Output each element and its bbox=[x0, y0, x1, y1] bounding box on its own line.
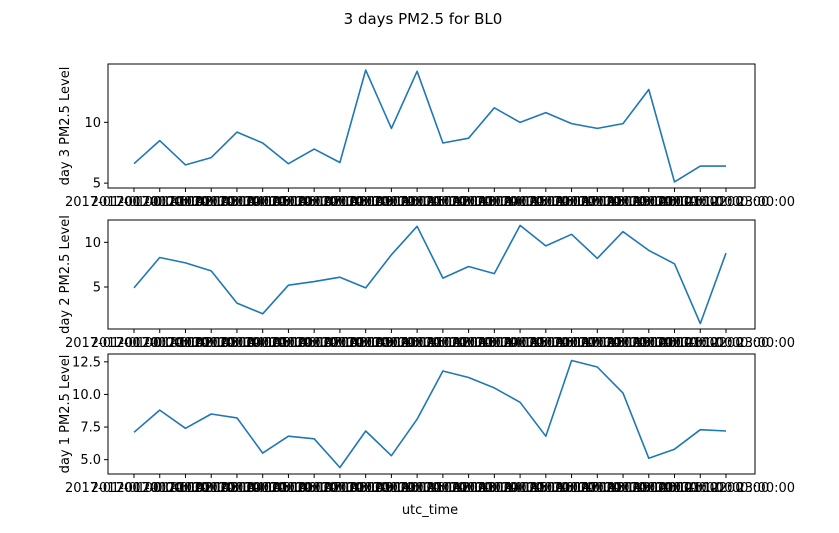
x-tick-label: 2017-01-00 18:00:00 bbox=[528, 481, 666, 496]
axes-frame bbox=[107, 219, 756, 330]
y-tick-label: 10.0 bbox=[72, 388, 101, 403]
x-tick-label: 2017-01-00 22:00:00 bbox=[631, 481, 769, 496]
x-tick-label: 2017-01-00 22:00:00 bbox=[631, 336, 769, 351]
figure-title: 3 days PM2.5 for BL0 bbox=[344, 10, 503, 28]
y-axis-label: day 3 PM2.5 Level bbox=[58, 67, 73, 186]
x-tick-label: 2017-01-00 16:00:00 bbox=[477, 481, 615, 496]
x-tick-label: 2017-01-00 13:00:00 bbox=[400, 336, 538, 351]
x-tick-label: 2017-01-00 23:00:00 bbox=[657, 481, 795, 496]
axes-frame bbox=[107, 63, 756, 189]
x-tick-label: 2017-01-00 21:00:00 bbox=[605, 481, 743, 496]
x-tick-label: 2017-01-00 13:00:00 bbox=[400, 195, 538, 210]
x-tick-label: 2017-01-00 18:00:00 bbox=[528, 195, 666, 210]
x-tick-label: 2017-01-00 15:00:00 bbox=[451, 336, 589, 351]
x-tick-label: 2017-01-00 16:00:00 bbox=[477, 336, 615, 351]
x-tick-label: 2017-01-00 13:00:00 bbox=[400, 481, 538, 496]
x-tick-label: 2017-01-00 23:00:00 bbox=[657, 195, 795, 210]
x-tick-label: 2017-01-00 09:00:00 bbox=[297, 481, 435, 496]
x-tick-label: 2017-01-00 19:00:00 bbox=[554, 481, 692, 496]
x-tick-label: 2017-01-00 03:00:00 bbox=[142, 195, 280, 210]
x-tick-label: 2017-01-00 07:00:00 bbox=[245, 195, 383, 210]
x-tick-label: 2017-01-00 19:00:00 bbox=[554, 336, 692, 351]
x-tick-label: 2017-01-00 20:00:00 bbox=[580, 336, 718, 351]
x-tick-label: 2017-01-00 17:00:00 bbox=[503, 336, 641, 351]
x-axis-label: utc_time bbox=[402, 503, 458, 518]
x-tick-label: 2017-01-00 06:00:00 bbox=[219, 481, 357, 496]
x-tick-label: 2017-01-00 05:00:00 bbox=[194, 195, 332, 210]
x-tick-label: 2017-01-00 01:00:00 bbox=[91, 336, 229, 351]
x-tick-label: 2017-01-00 21:00:00 bbox=[605, 336, 743, 351]
x-tick-label: 2017-01-00 09:00:00 bbox=[297, 195, 435, 210]
x-tick-label: 2017-01-00 15:00:00 bbox=[451, 195, 589, 210]
x-tick-label: 2017-01-00 11:00:00 bbox=[348, 481, 486, 496]
y-axis-label: day 1 PM2.5 Level bbox=[58, 355, 73, 474]
x-tick-label: 2017-01-00 04:00:00 bbox=[168, 336, 306, 351]
x-tick-label: 2017-01-00 01:00:00 bbox=[91, 481, 229, 496]
x-tick-label: 2017-01-00 14:00:00 bbox=[425, 481, 563, 496]
x-tick-label: 2017-01-00 16:00:00 bbox=[477, 195, 615, 210]
x-tick-label: 2017-01-00 04:00:00 bbox=[168, 481, 306, 496]
series-line bbox=[133, 69, 726, 183]
x-tick-label: 2017-01-00 08:00:00 bbox=[271, 195, 409, 210]
y-tick-label: 5 bbox=[93, 177, 101, 192]
x-tick-label: 2017-01-00 14:00:00 bbox=[425, 336, 563, 351]
x-tick-label: 2017-01-00 10:00:00 bbox=[322, 336, 460, 351]
x-tick-label: 2017-01-00 03:00:00 bbox=[142, 336, 280, 351]
x-tick-label: 2017-01-00 12:00:00 bbox=[374, 481, 512, 496]
x-tick-label: 2017-01-00 20:00:00 bbox=[580, 195, 718, 210]
x-tick-label: 2017-01-00 08:00:00 bbox=[271, 336, 409, 351]
x-tick-label: 2017-01-00 14:00:00 bbox=[425, 195, 563, 210]
x-tick-label: 2017-01-00 22:00:00 bbox=[631, 195, 769, 210]
x-tick-label: 2017-01-00 05:00:00 bbox=[194, 336, 332, 351]
x-tick-label: 2017-01-00 09:00:00 bbox=[297, 336, 435, 351]
x-tick-label: 2017-01-00 02:00:00 bbox=[116, 336, 254, 351]
x-tick-label: 2017-01-00 11:00:00 bbox=[348, 336, 486, 351]
y-axis-label: day 2 PM2.5 Level bbox=[58, 215, 73, 334]
x-tick-label: 2017-01-00 21:00:00 bbox=[605, 195, 743, 210]
x-tick-label: 2017-01-00 00:00:00 bbox=[65, 481, 203, 496]
y-tick-label: 10 bbox=[84, 236, 101, 251]
x-tick-label: 2017-01-00 17:00:00 bbox=[503, 481, 641, 496]
x-tick-label: 2017-01-00 08:00:00 bbox=[271, 481, 409, 496]
y-tick-label: 12.5 bbox=[72, 355, 101, 370]
x-tick-label: 2017-01-00 12:00:00 bbox=[374, 195, 512, 210]
x-tick-label: 2017-01-00 10:00:00 bbox=[322, 195, 460, 210]
x-tick-label: 2017-01-00 15:00:00 bbox=[451, 481, 589, 496]
x-tick-label: 2017-01-00 10:00:00 bbox=[322, 481, 460, 496]
series-line bbox=[133, 359, 727, 469]
y-tick-label: 5.0 bbox=[80, 453, 101, 468]
x-tick-label: 2017-01-00 07:00:00 bbox=[245, 481, 383, 496]
axes-frame bbox=[107, 353, 756, 475]
x-tick-label: 2017-01-00 07:00:00 bbox=[245, 336, 383, 351]
x-tick-label: 2017-01-00 06:00:00 bbox=[219, 336, 357, 351]
x-tick-label: 2017-01-00 23:00:00 bbox=[657, 336, 795, 351]
x-tick-label: 2017-01-00 19:00:00 bbox=[554, 195, 692, 210]
x-tick-label: 2017-01-00 02:00:00 bbox=[116, 481, 254, 496]
x-tick-label: 2017-01-00 05:00:00 bbox=[194, 481, 332, 496]
x-tick-label: 2017-01-00 02:00:00 bbox=[116, 195, 254, 210]
y-tick-label: 7.5 bbox=[80, 421, 101, 436]
x-tick-label: 2017-01-00 18:00:00 bbox=[528, 336, 666, 351]
y-tick-label: 5 bbox=[93, 281, 101, 296]
x-tick-label: 2017-01-00 00:00:00 bbox=[65, 336, 203, 351]
x-tick-label: 2017-01-00 06:00:00 bbox=[219, 195, 357, 210]
y-tick-label: 10 bbox=[84, 116, 101, 131]
series-line bbox=[133, 224, 727, 325]
x-tick-label: 2017-01-00 11:00:00 bbox=[348, 195, 486, 210]
x-tick-label: 2017-01-00 17:00:00 bbox=[503, 195, 641, 210]
x-tick-label: 2017-01-00 01:00:00 bbox=[91, 195, 229, 210]
x-tick-label: 2017-01-00 20:00:00 bbox=[580, 481, 718, 496]
x-tick-label: 2017-01-00 03:00:00 bbox=[142, 481, 280, 496]
x-tick-label: 2017-01-00 12:00:00 bbox=[374, 336, 512, 351]
x-tick-label: 2017-01-00 04:00:00 bbox=[168, 195, 306, 210]
x-tick-label: 2017-01-00 00:00:00 bbox=[65, 195, 203, 210]
